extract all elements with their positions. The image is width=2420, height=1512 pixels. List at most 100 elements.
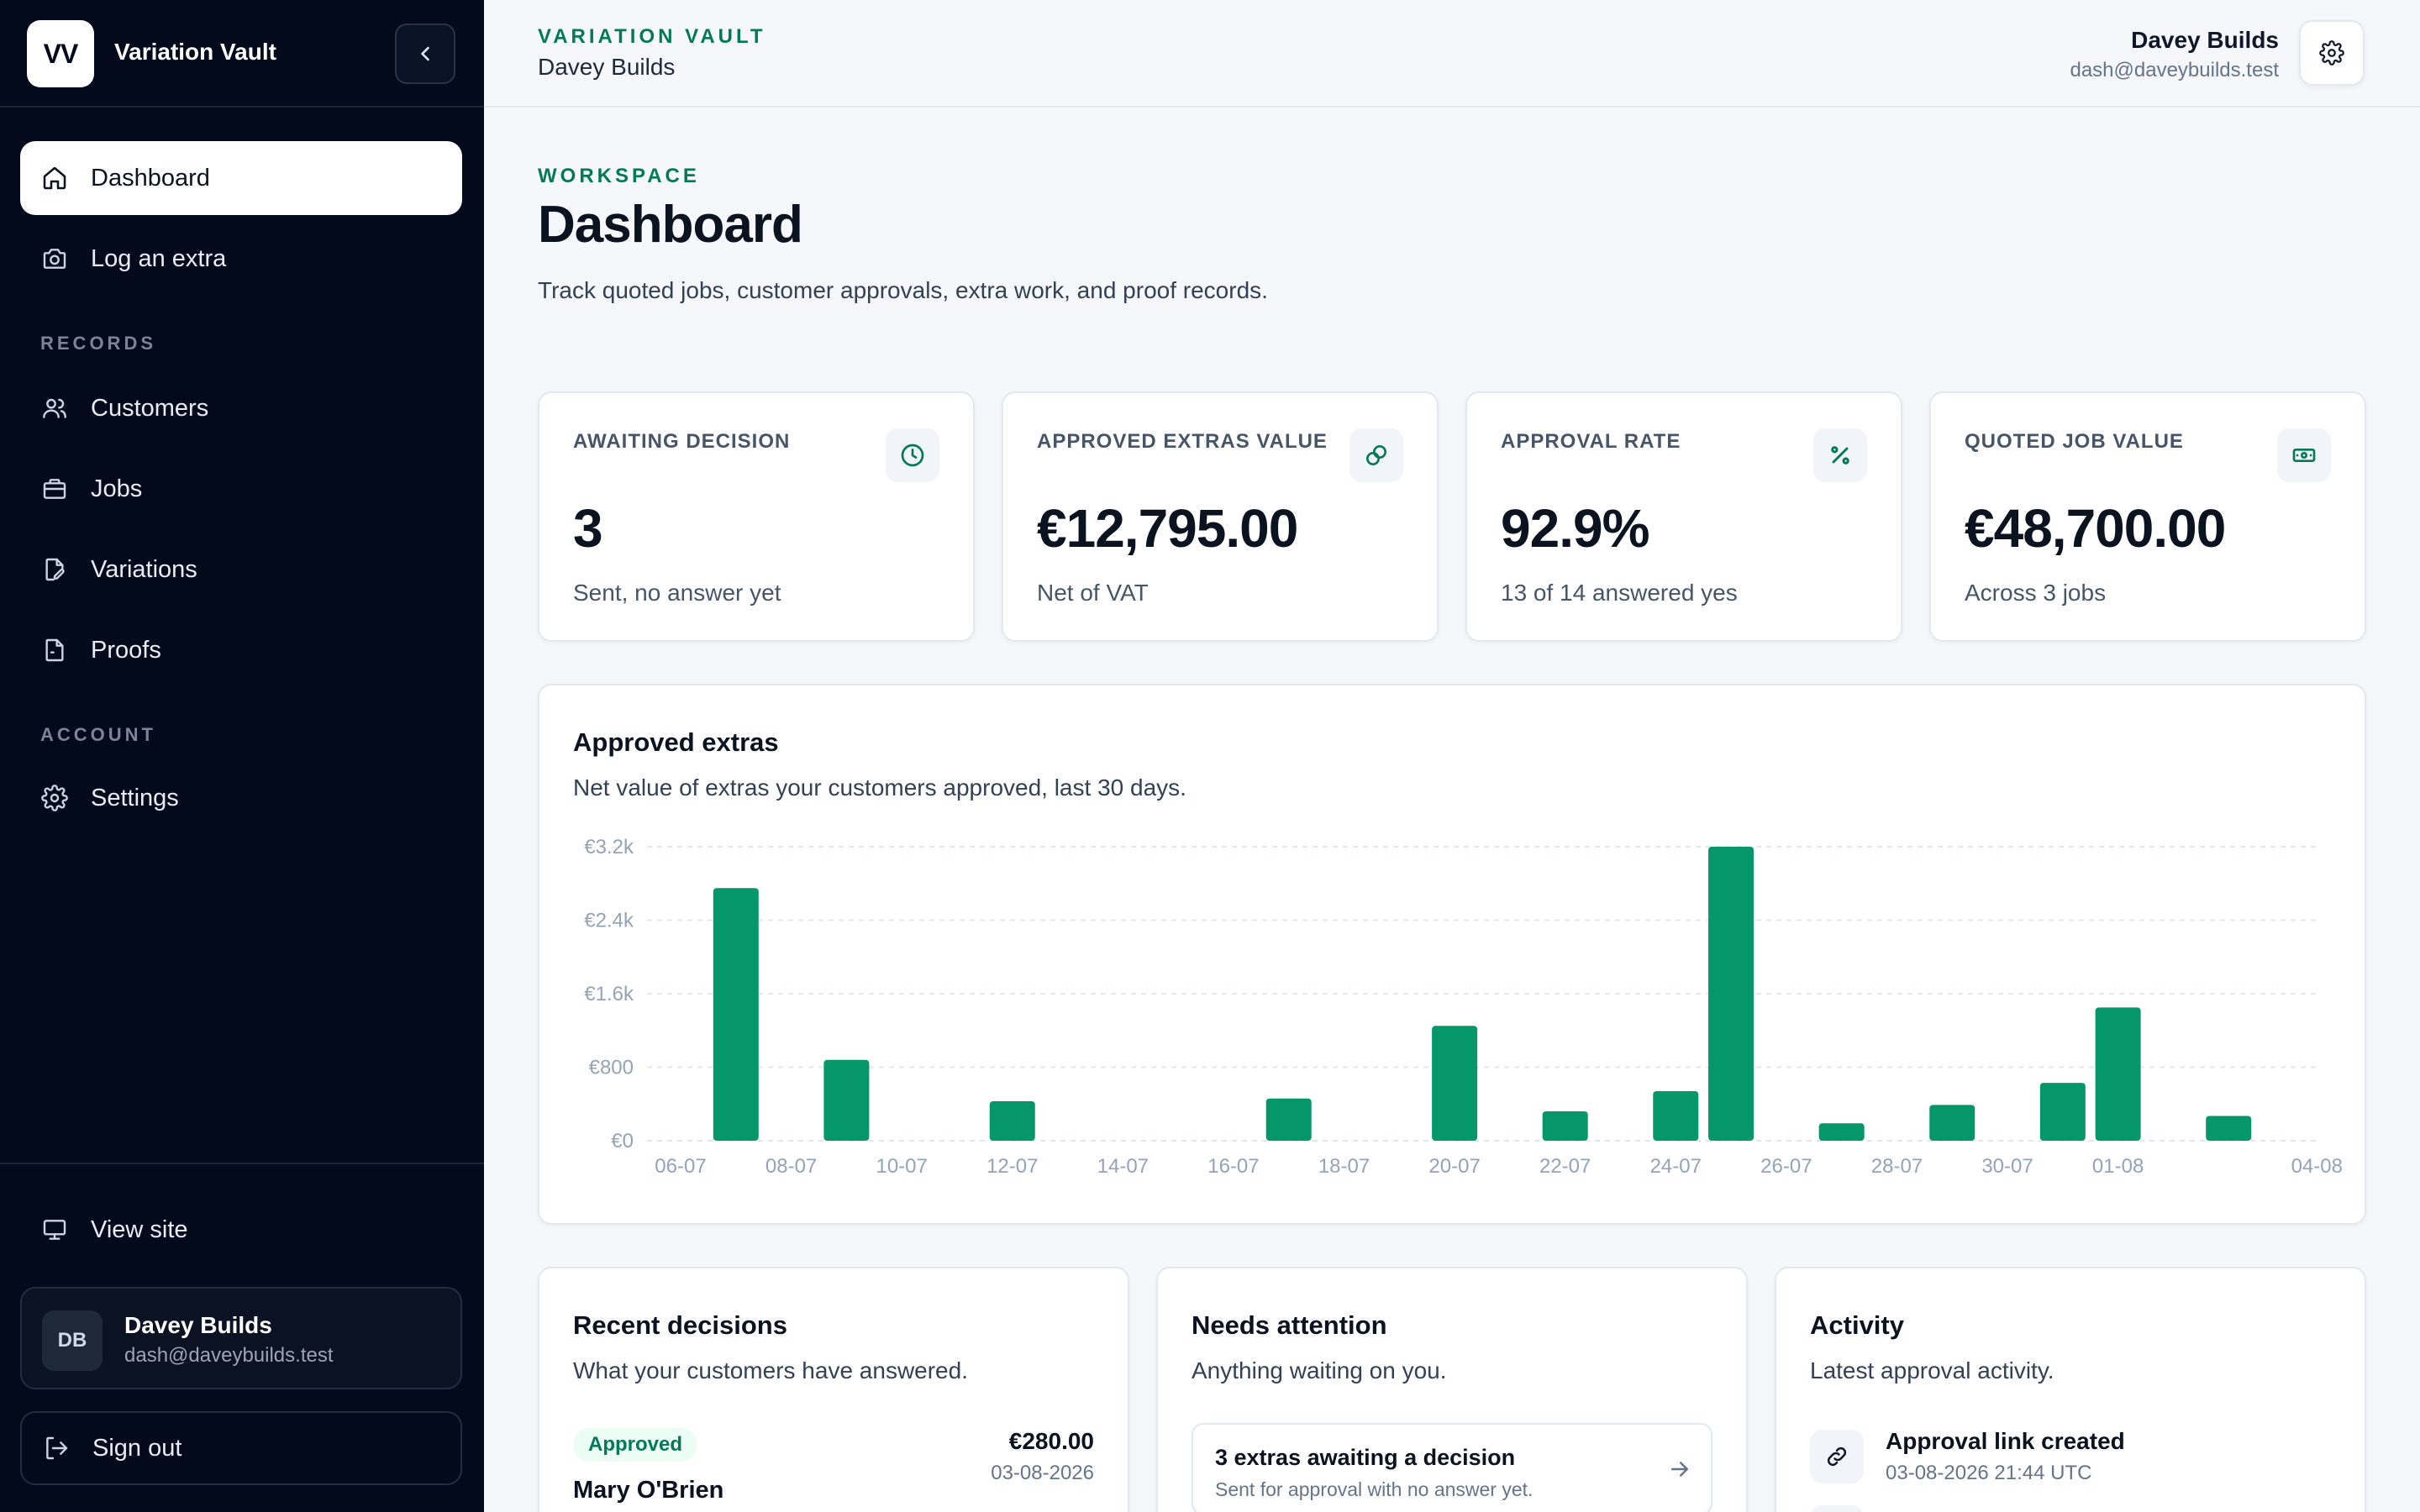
stat-label: QUOTED JOB VALUE xyxy=(1965,430,2184,453)
account-menu[interactable]: Davey Builds dash@daveybuilds.test xyxy=(2070,27,2279,82)
chevron-left-icon xyxy=(421,46,429,61)
settings-button[interactable] xyxy=(2299,20,2365,86)
home-icon xyxy=(40,164,69,192)
bar[interactable] xyxy=(1265,1098,1312,1141)
monitor-icon xyxy=(40,1215,69,1244)
activity-description: Latest approval activity. xyxy=(1810,1357,2054,1383)
y-tick-label: €0 xyxy=(611,1130,634,1152)
logout-icon xyxy=(42,1434,71,1462)
bar[interactable] xyxy=(1432,1026,1478,1141)
sign-out-label: Sign out xyxy=(92,1434,182,1462)
sidebar-divider xyxy=(0,1163,484,1164)
x-tick-label: 16-07 xyxy=(1207,1155,1259,1178)
file-icon xyxy=(40,636,69,664)
stat-value: €12,795.00 xyxy=(1037,498,1298,559)
attention-item-title: 3 extras awaiting a decision xyxy=(1215,1445,1516,1470)
bar[interactable] xyxy=(2206,1116,2252,1141)
sign-out-button[interactable]: Sign out xyxy=(20,1411,462,1485)
bar[interactable] xyxy=(1818,1123,1865,1141)
stat-value: €48,700.00 xyxy=(1965,498,2226,559)
sidebar-item-proofs[interactable]: Proofs xyxy=(20,613,462,687)
edit-document-icon xyxy=(40,555,69,584)
bar[interactable] xyxy=(2095,1007,2141,1141)
account-email: dash@daveybuilds.test xyxy=(2070,59,2279,81)
stat-value: 92.9% xyxy=(1501,498,1649,559)
sidebar-item-label: Jobs xyxy=(91,475,143,502)
y-tick-label: €2.4k xyxy=(584,910,634,932)
chart-description: Net value of extras your customers appro… xyxy=(573,774,1186,801)
collapse-sidebar-button[interactable] xyxy=(395,24,455,84)
view-site-label: View site xyxy=(91,1215,188,1243)
y-tick-label: €1.6k xyxy=(584,983,634,1005)
bar[interactable] xyxy=(1542,1111,1588,1141)
sidebar-item-log-extra[interactable]: Log an extra xyxy=(20,222,462,296)
user-card[interactable]: DB Davey Builds dash@daveybuilds.test xyxy=(20,1287,462,1389)
recent-title: Recent decisions xyxy=(573,1310,787,1340)
stat-card-approval-rate: APPROVAL RATE 92.9% 13 of 14 answered ye… xyxy=(1465,391,1902,642)
workspace-name: Davey Builds xyxy=(538,54,676,80)
user-name: Davey Builds xyxy=(124,1312,272,1338)
status-badge: Approved xyxy=(573,1428,698,1462)
sidebar-item-label: Proofs xyxy=(91,636,161,664)
bar[interactable] xyxy=(1708,847,1754,1141)
x-tick-label: 12-07 xyxy=(986,1155,1038,1178)
stat-note: Across 3 jobs xyxy=(1965,580,2107,606)
activity-item-title: Approval link created xyxy=(1886,1428,2125,1454)
x-tick-label: 06-07 xyxy=(655,1155,706,1178)
sidebar-item-variations[interactable]: Variations xyxy=(20,533,462,606)
bar[interactable] xyxy=(823,1059,870,1141)
avatar: DB xyxy=(42,1310,103,1371)
x-tick-label: 10-07 xyxy=(876,1155,927,1178)
recent-decisions-card: Recent decisions What your customers hav… xyxy=(538,1267,1129,1512)
camera-icon xyxy=(40,244,69,273)
x-tick-label: 22-07 xyxy=(1539,1155,1591,1178)
brand: VV Variation Vault xyxy=(0,0,484,108)
recent-description: What your customers have answered. xyxy=(573,1357,968,1383)
bar[interactable] xyxy=(713,888,759,1141)
banknote-icon xyxy=(2277,428,2331,482)
bar[interactable] xyxy=(1929,1105,1975,1141)
attention-description: Anything waiting on you. xyxy=(1192,1357,1447,1383)
decision-amount: €280.00 xyxy=(1008,1428,1094,1454)
stat-label: APPROVAL RATE xyxy=(1501,430,1681,453)
clock-icon xyxy=(886,428,939,482)
brand-name[interactable]: Variation Vault xyxy=(114,39,276,65)
account-name: Davey Builds xyxy=(2131,27,2279,53)
brand-logo[interactable]: VV xyxy=(27,20,94,87)
attention-item-subtitle: Sent for approval with no answer yet. xyxy=(1215,1478,1534,1500)
bar[interactable] xyxy=(1653,1090,1699,1141)
bar[interactable] xyxy=(989,1100,1035,1141)
percent-icon xyxy=(1813,428,1867,482)
x-tick-label: 20-07 xyxy=(1428,1155,1480,1178)
attention-item[interactable]: 3 extras awaiting a decision Sent for ap… xyxy=(1192,1423,1712,1512)
x-tick-label: 24-07 xyxy=(1650,1155,1702,1178)
sidebar-item-label: Variations xyxy=(91,555,197,583)
x-tick-label: 04-08 xyxy=(2291,1155,2343,1178)
x-tick-label: 14-07 xyxy=(1097,1155,1149,1178)
x-tick-label: 26-07 xyxy=(1760,1155,1812,1178)
activity-item-date: 03-08-2026 21:44 UTC xyxy=(1886,1462,2092,1484)
sidebar-item-settings[interactable]: Settings xyxy=(20,761,462,835)
x-tick-label: 28-07 xyxy=(1871,1155,1923,1178)
x-tick-label: 01-08 xyxy=(2092,1155,2144,1178)
sidebar-item-label: Settings xyxy=(91,784,179,811)
decision-customer[interactable]: Mary O'Brien xyxy=(573,1477,724,1504)
page-eyebrow: WORKSPACE xyxy=(538,165,700,187)
sidebar-item-label: Dashboard xyxy=(91,164,210,192)
sidebar-item-label: Customers xyxy=(91,394,209,422)
gear-icon xyxy=(40,784,69,812)
view-site-link[interactable]: View site xyxy=(20,1193,462,1267)
approved-extras-chart: €0 €800 €1.6k €2.4k €3.2k 06-07 08-07 10-07 12-0… xyxy=(584,836,2343,1178)
x-tick-label: 08-07 xyxy=(765,1155,817,1178)
sidebar-item-customers[interactable]: Customers xyxy=(20,371,462,445)
gear-icon xyxy=(2319,40,2344,66)
sidebar-item-dashboard[interactable]: Dashboard xyxy=(20,141,462,215)
sidebar-item-jobs[interactable]: Jobs xyxy=(20,452,462,526)
stat-label: APPROVED EXTRAS VALUE xyxy=(1037,430,1328,453)
activity-title: Activity xyxy=(1810,1310,1904,1340)
bar[interactable] xyxy=(2039,1083,2086,1141)
stat-card-approved-value: APPROVED EXTRAS VALUE €12,795.00 Net of … xyxy=(1002,391,1439,642)
activity-card: Activity Latest approval activity. Appro… xyxy=(1775,1267,2366,1512)
activity-item-icon xyxy=(1810,1505,1864,1512)
attention-title: Needs attention xyxy=(1192,1310,1387,1340)
